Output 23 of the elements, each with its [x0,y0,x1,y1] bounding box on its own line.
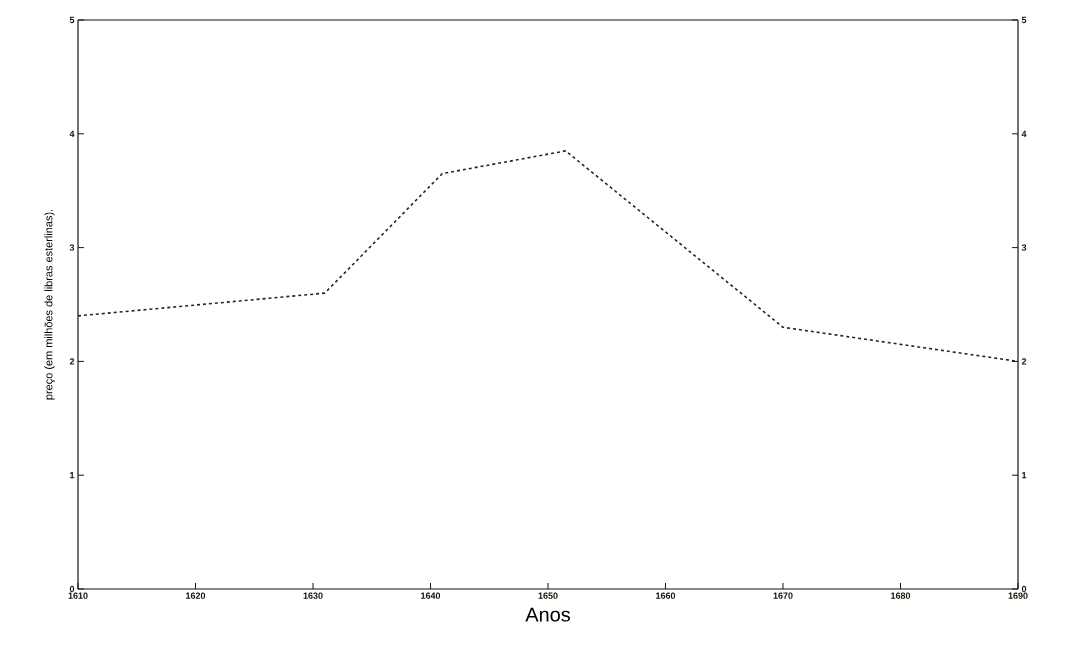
y-tick-label: 5 [69,16,75,24]
y-tick-label: 1 [70,472,75,479]
x-tick-label: 1680 [891,592,911,599]
x-tick-label: 1650 [538,592,558,599]
y2-tick-label: 1 [1022,472,1027,479]
x-tick-label: 1690 [1008,592,1028,599]
x-tick-label: 1670 [773,592,793,599]
y2-tick-label: 4 [1021,130,1027,137]
y2-tick-label: 0 [1021,585,1027,593]
y-tick-label: 2 [69,358,75,365]
y-tick-label: 3 [69,244,75,251]
x-tick-label: 1660 [656,592,676,599]
y-tick-label: 4 [69,130,75,137]
x-tick-label: 1620 [186,592,206,599]
x-tick-label: 1640 [421,592,441,599]
y-axis-title: preço (em milhões de libras esterlinas). [44,209,55,400]
y-tick-label: 0 [69,585,75,593]
x-tick-label: 1630 [303,592,323,599]
x-tick-label: 1610 [68,592,88,599]
y2-tick-label: 3 [1021,244,1027,251]
x-axis-title: Anos [525,607,570,622]
y2-tick-label: 5 [1021,16,1027,24]
y2-tick-label: 2 [1021,358,1027,365]
